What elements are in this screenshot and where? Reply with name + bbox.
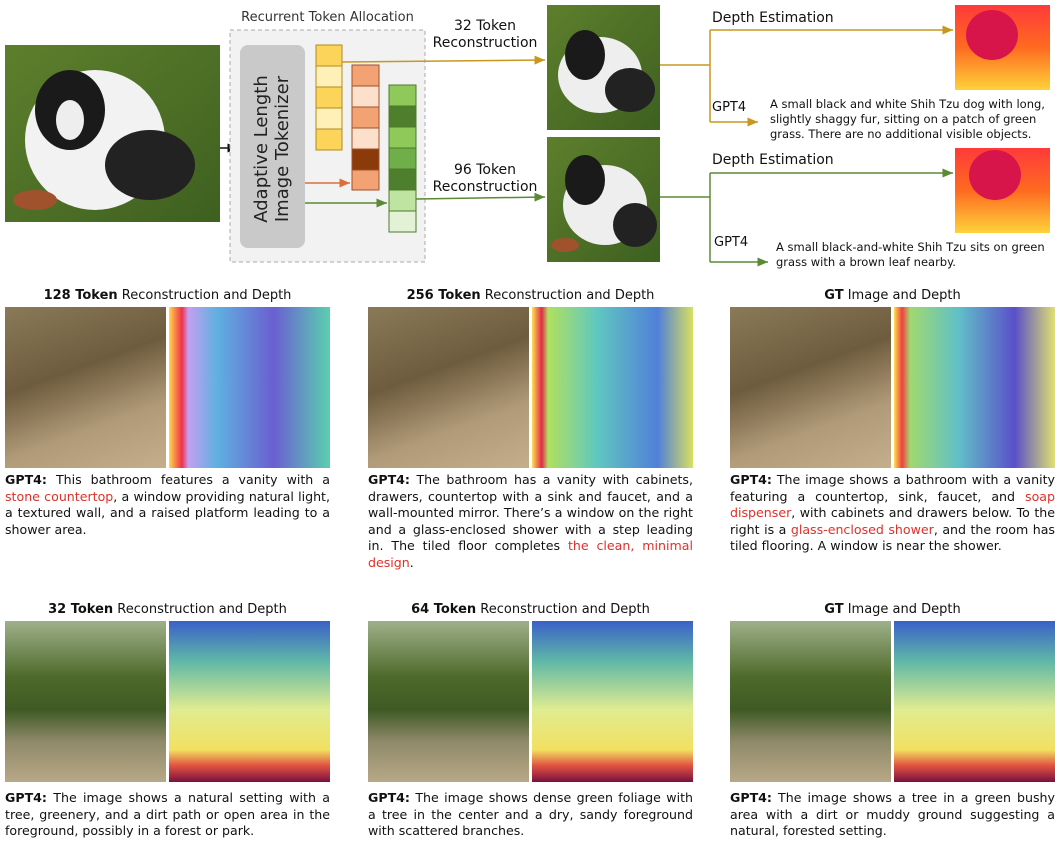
photo (5, 621, 166, 782)
input-image (5, 45, 220, 222)
panel-title: 32 Token Reconstruction and Depth (5, 602, 330, 617)
depth-label: Depth Estimation (712, 152, 834, 168)
depth-map (532, 307, 693, 468)
gpt-caption: A small black-and-white Shih Tzu sits on… (776, 240, 1045, 269)
photo (368, 307, 529, 468)
tokenizer-label: Adaptive Length Image Tokenizer (251, 49, 293, 249)
title-bold: 32 Token (48, 602, 114, 617)
title-bold: GT (824, 602, 844, 617)
title-bold: 64 Token (411, 602, 477, 617)
depth-map (169, 307, 330, 468)
highlight: glass-enclosed shower (790, 521, 934, 537)
caption-label: GPT4: (368, 790, 410, 805)
caption-text: , and the room has tiled flooring. A win… (730, 521, 1055, 554)
panel-title: GT Image and Depth (730, 288, 1055, 303)
depth-label: Depth Estimation (712, 10, 834, 26)
tokenizer-line: Adaptive Length (251, 75, 272, 223)
title-rest: Reconstruction and Depth (480, 288, 655, 303)
caption: GPT4: The image shows a tree in a green … (730, 790, 1055, 840)
gpt-label: GPT4 (712, 100, 747, 115)
label-line: 96 Token (453, 162, 517, 178)
photo (5, 307, 166, 468)
allocation-title: Recurrent Token Allocation (241, 10, 414, 25)
title-bold: 256 Token (406, 288, 481, 303)
photo (368, 621, 529, 782)
caption-text: , a window providing natural light, a te… (5, 488, 330, 537)
depth-map (894, 621, 1055, 782)
label-line: Reconstruction (432, 35, 538, 51)
highlight: the clean, minimal design (368, 538, 693, 570)
reconstruction-label: 32 Token Reconstruction (425, 18, 545, 52)
caption-text: The image shows dense green foliage with… (368, 790, 693, 838)
label-line: 32 Token (453, 18, 517, 34)
title-rest: Reconstruction and Depth (117, 288, 292, 303)
pipeline-diagram (5, 5, 1050, 267)
token-column (388, 84, 417, 233)
highlight: soap dispenser (730, 488, 1055, 521)
caption-text: The bathroom has a vanity with cabinets,… (368, 472, 693, 553)
highlight: stone countertop (5, 488, 114, 504)
depth-map (894, 307, 1055, 468)
reconstruction-label: 96 Token Reconstruction (425, 162, 545, 196)
caption: GPT4: The image shows dense green foliag… (368, 790, 693, 840)
photo (730, 307, 891, 468)
caption-text: The image shows a tree in a green bushy … (730, 790, 1055, 838)
title-rest: Image and Depth (843, 288, 961, 303)
title-bold: 128 Token (43, 288, 118, 303)
panel-title: 128 Token Reconstruction and Depth (5, 288, 330, 303)
caption: GPT4: The image shows a bathroom with a … (730, 472, 1055, 555)
panel-title: GT Image and Depth (730, 602, 1055, 617)
reconstruction-image (547, 5, 660, 130)
title-rest: Reconstruction and Depth (113, 602, 287, 617)
tokenizer-line: Image Tokenizer (272, 75, 293, 223)
caption-label: GPT4: (5, 790, 47, 805)
caption: GPT4: The bathroom has a vanity with cab… (368, 472, 693, 571)
token-column (315, 44, 343, 151)
caption: GPT4: This bathroom features a vanity wi… (5, 472, 330, 538)
caption-label: GPT4: (730, 790, 772, 805)
gpt-label: GPT4 (714, 235, 749, 250)
caption-text: The image shows a bathroom with a vanity… (730, 472, 1055, 504)
depth-map (532, 621, 693, 782)
label-line: Reconstruction (432, 179, 538, 195)
caption-text: This bathroom features a vanity with a (46, 472, 330, 487)
caption-text: The image shows a natural setting with a… (5, 790, 330, 838)
depth-map (169, 621, 330, 782)
panel-title: 64 Token Reconstruction and Depth (368, 602, 693, 617)
title-rest: Reconstruction and Depth (476, 602, 650, 617)
caption-text: . (409, 554, 414, 570)
title-rest: Image and Depth (843, 602, 961, 617)
gpt-caption: A small black and white Shih Tzu dog wit… (770, 97, 1045, 141)
title-bold: GT (824, 288, 844, 303)
reconstruction-image (547, 137, 660, 262)
caption-label: GPT4: (730, 472, 772, 487)
caption-label: GPT4: (5, 472, 47, 487)
caption: GPT4: The image shows a natural setting … (5, 790, 330, 840)
caption-text: , with cabinets and drawers below. To th… (730, 505, 1055, 537)
panel-title: 256 Token Reconstruction and Depth (368, 288, 693, 303)
token-column (351, 64, 380, 191)
caption-label: GPT4: (368, 472, 410, 487)
photo (730, 621, 891, 782)
